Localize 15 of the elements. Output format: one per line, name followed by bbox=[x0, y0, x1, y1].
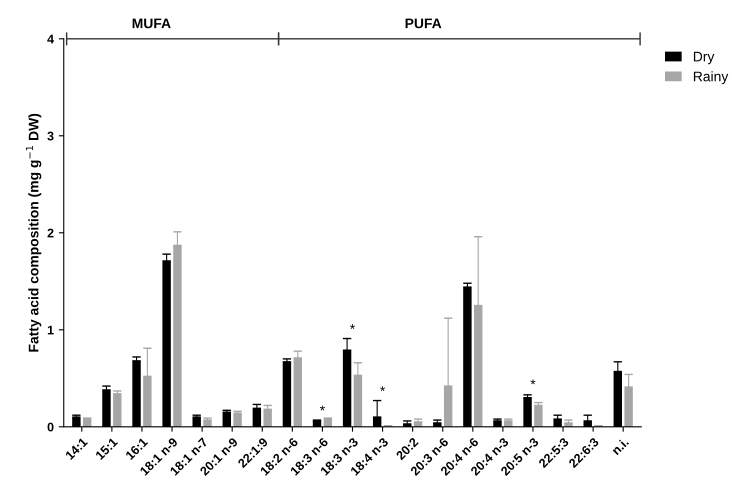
y-tick-label: 3 bbox=[47, 132, 54, 140]
y-tick-label: 1 bbox=[48, 326, 54, 334]
annotation: * bbox=[350, 324, 355, 330]
annotation: * bbox=[380, 386, 386, 392]
legend-label: Rainy bbox=[694, 71, 728, 84]
annotation: * bbox=[530, 379, 536, 384]
y-tick-label: 2 bbox=[48, 228, 54, 238]
y-axis-title: Fatty acid composition (mg g$^{−1}$ DW) bbox=[26, 114, 42, 352]
legend-label: Dry bbox=[694, 52, 714, 64]
text: MUFA bbox=[132, 18, 171, 28]
annotation: * bbox=[320, 406, 325, 411]
y-tick-label: 0 bbox=[48, 422, 54, 432]
x-tick-label: n.i. bbox=[611, 437, 629, 456]
y-tick-label: 4 bbox=[47, 34, 54, 44]
text: PUFA bbox=[406, 18, 442, 28]
